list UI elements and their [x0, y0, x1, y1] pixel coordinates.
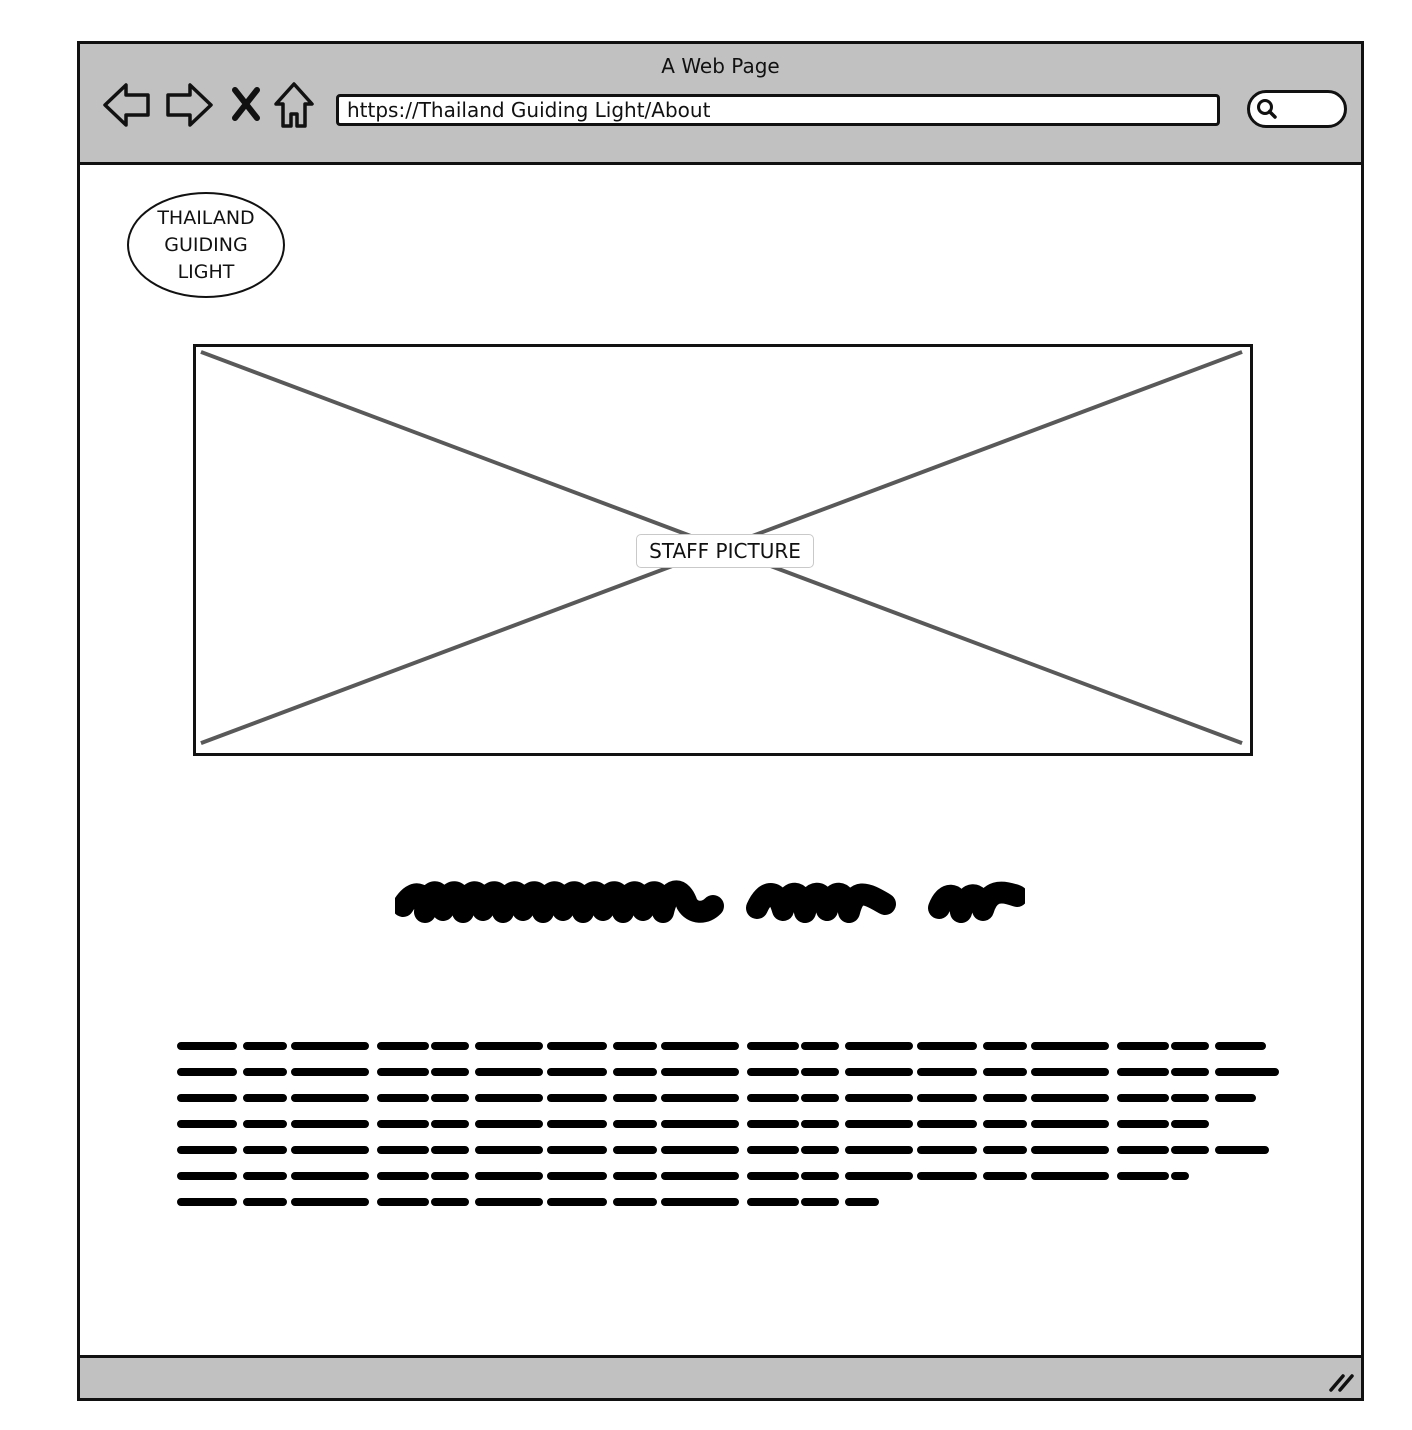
url-text: https://Thailand Guiding Light/About — [347, 98, 711, 122]
site-logo[interactable]: THAILAND GUIDING LIGHT — [127, 192, 285, 298]
url-input[interactable]: https://Thailand Guiding Light/About — [336, 94, 1220, 126]
staff-picture-placeholder: STAFF PICTURE — [193, 344, 1253, 756]
back-arrow-icon — [103, 83, 150, 127]
search-icon — [1257, 99, 1277, 119]
paragraph-text-placeholder — [177, 1042, 1279, 1206]
image-caption: STAFF PICTURE — [636, 534, 814, 568]
home-button[interactable] — [272, 80, 316, 130]
close-icon — [232, 87, 260, 121]
home-icon — [274, 82, 314, 128]
search-input[interactable] — [1247, 90, 1347, 128]
forward-button[interactable] — [164, 80, 214, 130]
resize-grip-icon[interactable] — [1327, 1368, 1357, 1394]
back-button[interactable] — [102, 80, 152, 130]
stop-button[interactable] — [226, 80, 266, 130]
status-bar — [80, 1355, 1361, 1398]
browser-window: A Web Page https://Thailand Guiding Ligh… — [77, 41, 1364, 1401]
forward-arrow-icon — [166, 83, 213, 127]
heading-text-placeholder — [395, 880, 1025, 923]
browser-toolbar: A Web Page https://Thailand Guiding Ligh… — [80, 44, 1361, 165]
window-title: A Web Page — [661, 54, 780, 78]
